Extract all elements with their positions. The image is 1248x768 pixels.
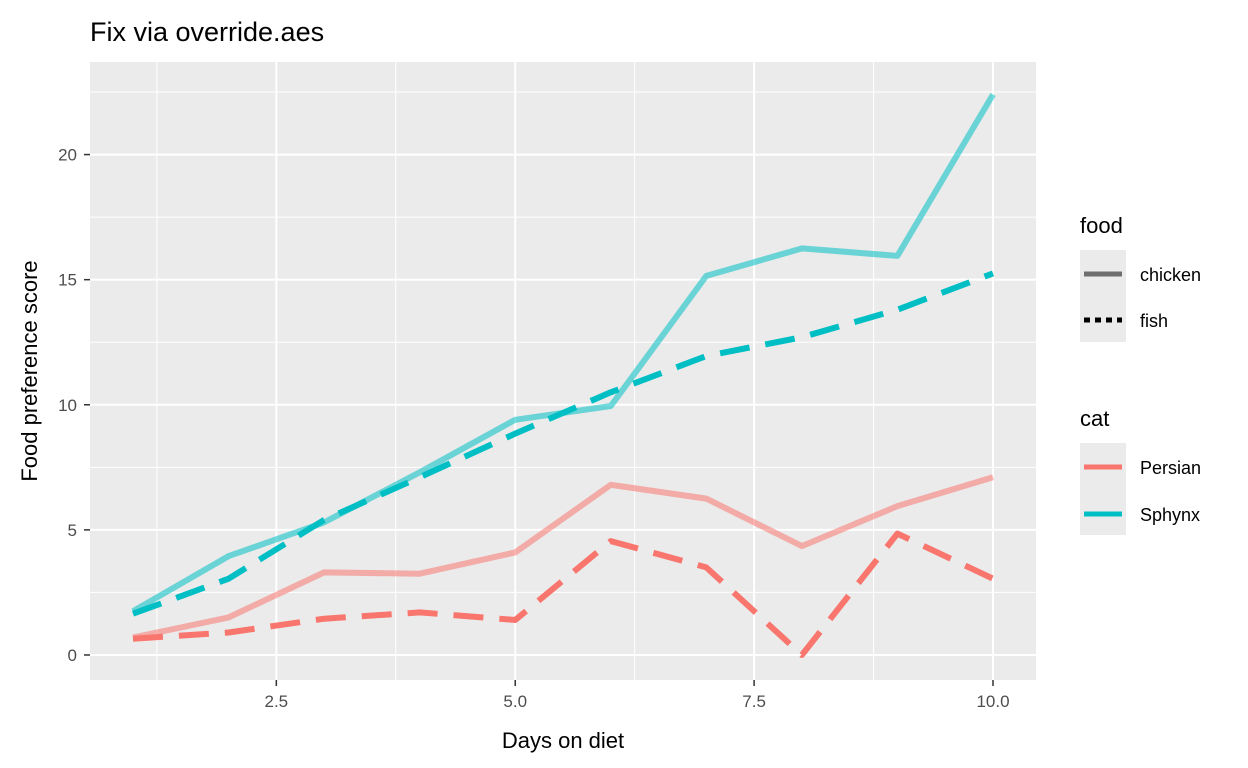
legend-sphynx-label: Sphynx: [1140, 505, 1200, 525]
legend-chicken-label: chicken: [1140, 265, 1201, 285]
major-gridlines: [90, 62, 1036, 680]
x-tick-label: 5.0: [503, 692, 527, 711]
x-tick-label: 10.0: [976, 692, 1009, 711]
y-axis-title: Food preference score: [17, 260, 42, 481]
legend-food: food chicken fish: [1080, 213, 1201, 342]
y-axis: 0 5 10 15 20: [58, 146, 90, 665]
legend-cat-title: cat: [1080, 406, 1109, 431]
x-tick-label: 2.5: [265, 692, 289, 711]
x-axis: 2.5 5.0 7.5 10.0: [265, 680, 1010, 711]
x-axis-title: Days on diet: [502, 728, 624, 753]
y-tick-label: 5: [68, 521, 77, 540]
series-line-sphynx-fish: [131, 270, 995, 617]
minor-gridlines: [90, 62, 1036, 680]
legend-persian-label: Persian: [1140, 458, 1201, 478]
series-layer: [131, 92, 996, 658]
x-tick-label: 7.5: [742, 692, 766, 711]
legend-food-title: food: [1080, 213, 1123, 238]
y-tick-label: 10: [58, 396, 77, 415]
series-line-persian-fish: [132, 530, 995, 658]
chart-title: Fix via override.aes: [90, 17, 324, 47]
y-tick-label: 15: [58, 271, 77, 290]
legend-cat: cat Persian Sphynx: [1080, 406, 1201, 535]
plot-panel: [90, 62, 1036, 680]
y-tick-label: 20: [58, 146, 77, 165]
y-tick-label: 0: [68, 646, 77, 665]
legend-fish-label: fish: [1140, 311, 1168, 331]
legend-cat-key-bg: [1080, 443, 1126, 535]
legend-food-key-bg: [1080, 250, 1126, 342]
series-line-persian-chicken: [132, 474, 994, 641]
